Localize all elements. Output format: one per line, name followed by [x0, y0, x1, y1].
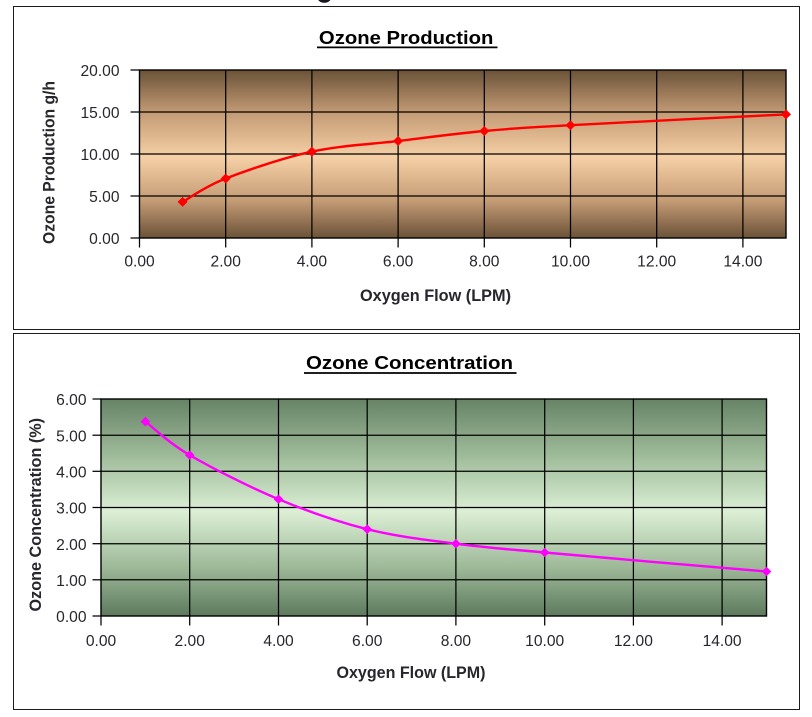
svg-text:0.00: 0.00 — [124, 254, 155, 271]
svg-text:6.00: 6.00 — [56, 392, 87, 409]
svg-text:15.00: 15.00 — [80, 105, 119, 122]
svg-text:0.00: 0.00 — [86, 633, 117, 650]
svg-text:3.00: 3.00 — [56, 501, 87, 518]
svg-text:10.00: 10.00 — [525, 633, 564, 650]
svg-text:6.00: 6.00 — [352, 633, 383, 650]
svg-text:12.00: 12.00 — [637, 254, 676, 271]
svg-text:Ozone Production g/h: Ozone Production g/h — [39, 81, 58, 244]
svg-text:Oxygen Flow (LPM): Oxygen Flow (LPM) — [337, 663, 486, 682]
svg-text:Ozone Concentration: Ozone Concentration — [306, 353, 513, 373]
svg-text:4.00: 4.00 — [56, 465, 87, 482]
svg-text:Ozone Concentration (%): Ozone Concentration (%) — [26, 418, 45, 612]
svg-text:2.00: 2.00 — [56, 537, 87, 554]
svg-text:4.00: 4.00 — [297, 254, 328, 271]
svg-text:10.00: 10.00 — [80, 147, 119, 164]
svg-text:Ozone Production: Ozone Production — [319, 28, 494, 48]
svg-text:2.00: 2.00 — [175, 633, 206, 650]
svg-text:14.00: 14.00 — [703, 633, 742, 650]
svg-text:14.00: 14.00 — [723, 254, 762, 271]
svg-text:1.00: 1.00 — [56, 573, 87, 590]
svg-text:8.00: 8.00 — [469, 254, 500, 271]
svg-text:0.00: 0.00 — [89, 231, 120, 248]
svg-text:12.00: 12.00 — [614, 633, 653, 650]
svg-text:6.00: 6.00 — [383, 254, 414, 271]
svg-text:20.00: 20.00 — [80, 63, 119, 80]
svg-text:10.00: 10.00 — [551, 254, 590, 271]
svg-text:5.00: 5.00 — [56, 428, 87, 445]
svg-text:2.00: 2.00 — [211, 254, 242, 271]
svg-text:Oxygen Flow (LPM): Oxygen Flow (LPM) — [360, 286, 511, 305]
svg-text:4.00: 4.00 — [263, 633, 294, 650]
svg-text:5.00: 5.00 — [89, 189, 120, 206]
svg-text:0.00: 0.00 — [56, 609, 87, 626]
svg-text:8.00: 8.00 — [441, 633, 472, 650]
